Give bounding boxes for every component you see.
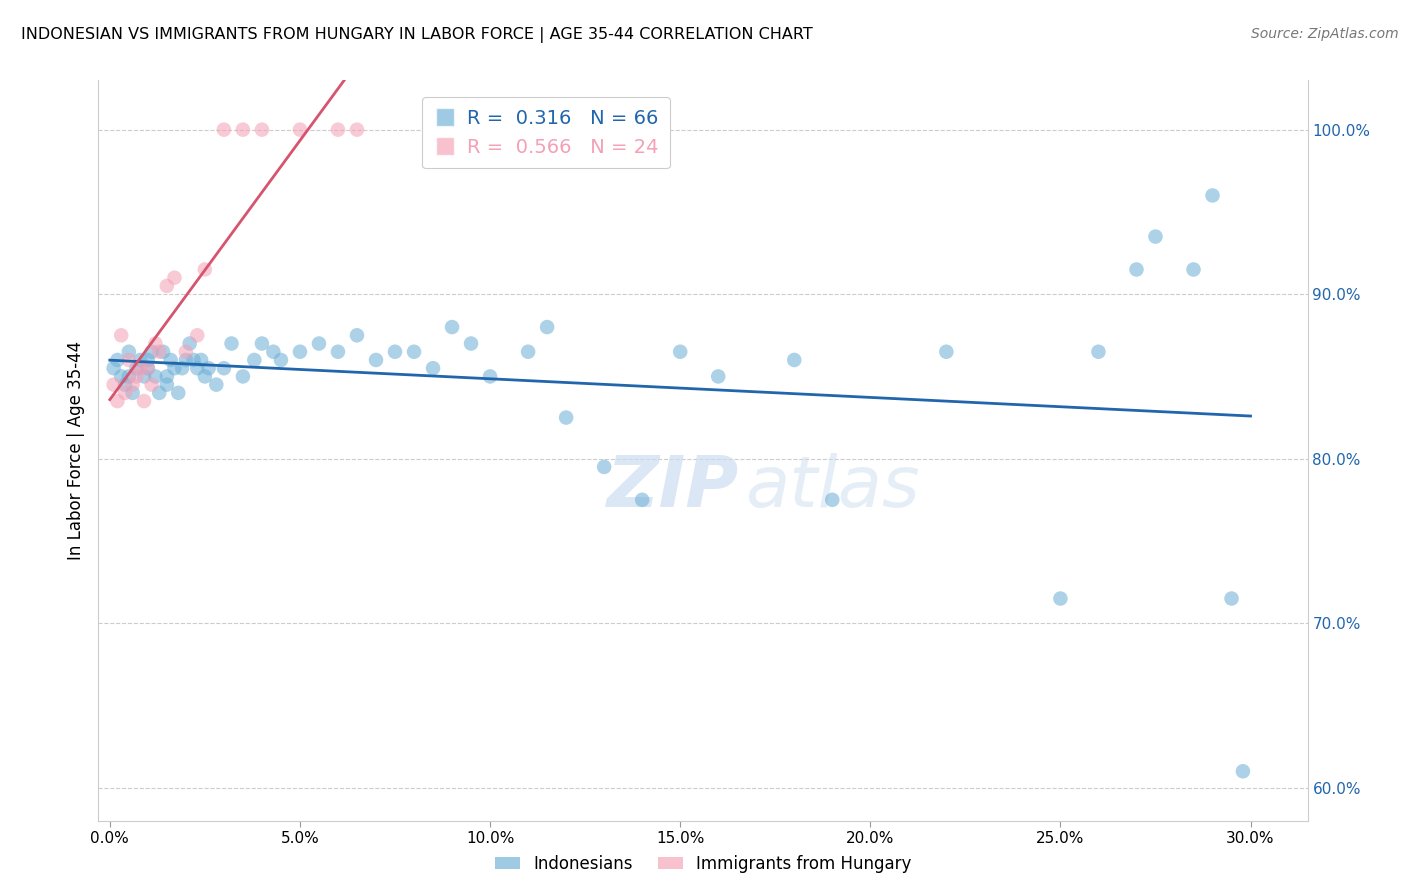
Point bbox=[110, 328, 132, 343]
Point bbox=[114, 377, 136, 392]
Point bbox=[783, 353, 806, 368]
Point bbox=[170, 361, 193, 376]
Point bbox=[174, 344, 197, 359]
Point bbox=[107, 394, 129, 409]
Point bbox=[243, 353, 266, 368]
Point bbox=[183, 353, 205, 368]
Point bbox=[145, 369, 167, 384]
Point bbox=[441, 320, 464, 334]
Point bbox=[821, 492, 844, 507]
Text: Source: ZipAtlas.com: Source: ZipAtlas.com bbox=[1251, 27, 1399, 41]
Point bbox=[205, 377, 228, 392]
Point bbox=[364, 353, 387, 368]
Point bbox=[1144, 229, 1167, 244]
Point bbox=[118, 344, 141, 359]
Point bbox=[148, 344, 170, 359]
Point bbox=[136, 361, 159, 376]
Point bbox=[148, 385, 170, 400]
Point bbox=[145, 336, 167, 351]
Point bbox=[288, 344, 311, 359]
Point bbox=[250, 336, 273, 351]
Point bbox=[631, 492, 654, 507]
Point bbox=[262, 344, 284, 359]
Y-axis label: In Labor Force | Age 35-44: In Labor Force | Age 35-44 bbox=[67, 341, 86, 560]
Point bbox=[270, 353, 292, 368]
Point bbox=[121, 377, 143, 392]
Point bbox=[163, 270, 186, 285]
Point bbox=[1087, 344, 1109, 359]
Point bbox=[129, 361, 152, 376]
Point bbox=[308, 336, 330, 351]
Point bbox=[103, 361, 125, 376]
Point bbox=[707, 369, 730, 384]
Point bbox=[156, 377, 179, 392]
Point bbox=[179, 336, 201, 351]
Point bbox=[194, 262, 217, 277]
Point bbox=[593, 459, 616, 474]
Point bbox=[186, 328, 208, 343]
Point bbox=[221, 336, 243, 351]
Point bbox=[288, 122, 311, 136]
Point bbox=[114, 385, 136, 400]
Point bbox=[194, 369, 217, 384]
Point bbox=[141, 377, 163, 392]
Point bbox=[118, 353, 141, 368]
Point bbox=[1182, 262, 1205, 277]
Point bbox=[517, 344, 540, 359]
Point bbox=[121, 385, 143, 400]
Point bbox=[190, 353, 212, 368]
Point bbox=[129, 353, 152, 368]
Point bbox=[479, 369, 502, 384]
Point bbox=[536, 320, 558, 334]
Legend: R =  0.316   N = 66, R =  0.566   N = 24: R = 0.316 N = 66, R = 0.566 N = 24 bbox=[422, 97, 669, 169]
Point bbox=[212, 361, 235, 376]
Point bbox=[402, 344, 425, 359]
Point bbox=[132, 394, 155, 409]
Point bbox=[1220, 591, 1243, 606]
Point bbox=[1232, 764, 1254, 779]
Point bbox=[132, 369, 155, 384]
Point bbox=[152, 344, 174, 359]
Point bbox=[1125, 262, 1147, 277]
Point bbox=[935, 344, 957, 359]
Point bbox=[232, 122, 254, 136]
Point bbox=[167, 385, 190, 400]
Point bbox=[125, 361, 148, 376]
Point bbox=[346, 328, 368, 343]
Point bbox=[156, 369, 179, 384]
Point bbox=[326, 122, 349, 136]
Point bbox=[159, 353, 181, 368]
Point bbox=[156, 279, 179, 293]
Point bbox=[326, 344, 349, 359]
Legend: Indonesians, Immigrants from Hungary: Indonesians, Immigrants from Hungary bbox=[488, 848, 918, 880]
Point bbox=[141, 344, 163, 359]
Point bbox=[555, 410, 578, 425]
Point bbox=[460, 336, 482, 351]
Point bbox=[103, 377, 125, 392]
Point bbox=[136, 353, 159, 368]
Point bbox=[1201, 188, 1223, 202]
Point bbox=[669, 344, 692, 359]
Point bbox=[1049, 591, 1071, 606]
Text: atlas: atlas bbox=[745, 453, 920, 522]
Point bbox=[422, 361, 444, 376]
Point bbox=[232, 369, 254, 384]
Text: ZIP: ZIP bbox=[607, 453, 740, 522]
Point bbox=[186, 361, 208, 376]
Point bbox=[118, 369, 141, 384]
Point bbox=[125, 369, 148, 384]
Point bbox=[107, 353, 129, 368]
Point bbox=[163, 361, 186, 376]
Point bbox=[136, 361, 159, 376]
Point bbox=[384, 344, 406, 359]
Point bbox=[197, 361, 219, 376]
Point bbox=[212, 122, 235, 136]
Point bbox=[250, 122, 273, 136]
Point bbox=[110, 369, 132, 384]
Text: INDONESIAN VS IMMIGRANTS FROM HUNGARY IN LABOR FORCE | AGE 35-44 CORRELATION CHA: INDONESIAN VS IMMIGRANTS FROM HUNGARY IN… bbox=[21, 27, 813, 43]
Point bbox=[346, 122, 368, 136]
Point bbox=[174, 353, 197, 368]
